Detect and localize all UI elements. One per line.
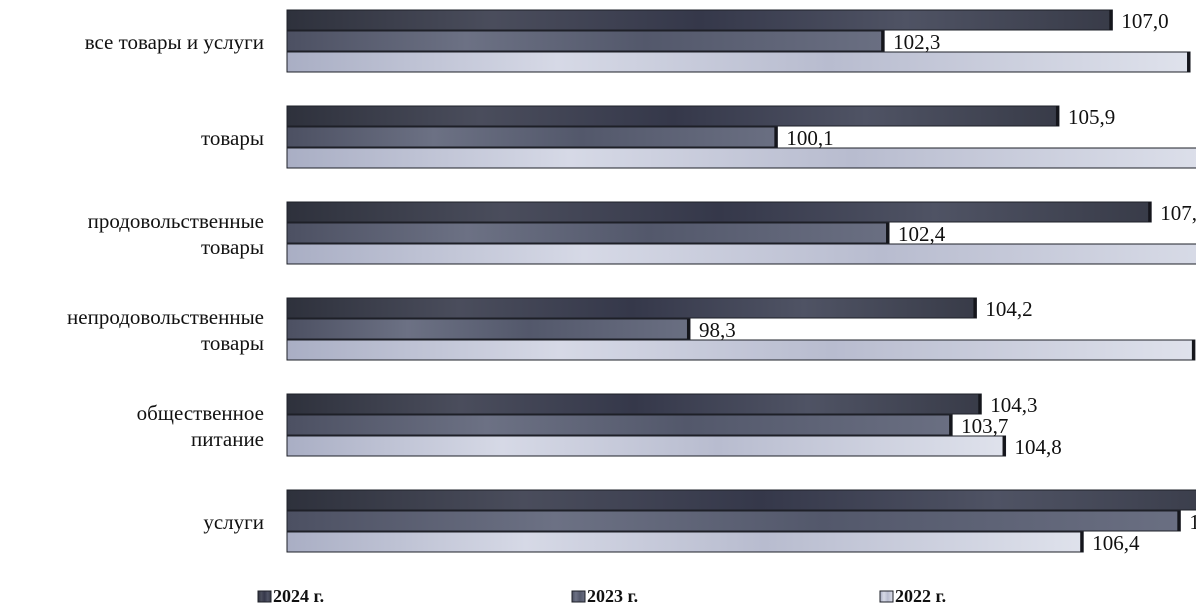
bar-end-cap bbox=[886, 223, 890, 243]
bar bbox=[286, 201, 1152, 223]
value-label-background bbox=[1181, 512, 1196, 530]
bar-end-cap bbox=[774, 127, 778, 147]
value-label-background bbox=[982, 395, 1047, 413]
value-label: 104,3 bbox=[990, 393, 1037, 417]
bar-end-cap bbox=[949, 415, 953, 435]
value-label-background bbox=[1059, 107, 1124, 125]
legend-label: 2023 г. bbox=[587, 586, 638, 606]
bar-end-cap bbox=[1187, 52, 1191, 72]
value-label-background bbox=[1191, 53, 1196, 71]
category-label: непродовольственные bbox=[67, 305, 264, 329]
value-label: 102,4 bbox=[898, 222, 946, 246]
legend-label: 2022 г. bbox=[895, 586, 946, 606]
category-label: товары bbox=[201, 235, 264, 259]
bar bbox=[286, 126, 778, 148]
value-label-background bbox=[1152, 203, 1196, 221]
category-label: товары bbox=[201, 126, 264, 150]
category-label: продовольственные bbox=[88, 209, 264, 233]
value-label: 106,4 bbox=[1092, 531, 1140, 555]
bar bbox=[286, 147, 1196, 169]
value-label: 107,0 bbox=[1121, 9, 1168, 33]
category-label: питание bbox=[191, 427, 264, 451]
bar bbox=[286, 414, 953, 436]
bar bbox=[286, 51, 1191, 73]
value-label: 105,9 bbox=[1068, 105, 1115, 129]
value-label: 100,1 bbox=[786, 126, 833, 150]
bar bbox=[286, 531, 1084, 553]
value-label: 107,8 bbox=[1160, 201, 1196, 225]
bar-end-cap bbox=[978, 394, 982, 414]
bar bbox=[286, 318, 691, 340]
value-label-background bbox=[890, 224, 955, 242]
category-label: услуги bbox=[203, 510, 264, 534]
value-label: 104,8 bbox=[1015, 435, 1062, 459]
bar-end-cap bbox=[973, 298, 977, 318]
value-label: 103,7 bbox=[961, 414, 1008, 438]
value-label-background bbox=[953, 416, 1018, 434]
legend-swatch bbox=[879, 590, 894, 603]
category-label: общественное bbox=[137, 401, 264, 425]
value-label-background bbox=[778, 128, 843, 146]
bar-end-cap bbox=[1148, 202, 1152, 222]
value-label-background bbox=[690, 320, 755, 338]
bar-end-cap bbox=[1177, 511, 1181, 531]
bar bbox=[286, 510, 1181, 532]
bar-end-cap bbox=[686, 319, 690, 339]
bar bbox=[286, 105, 1060, 127]
bar-end-cap bbox=[881, 31, 885, 51]
bar bbox=[286, 297, 977, 319]
bar-end-cap bbox=[1191, 340, 1195, 360]
value-label-background bbox=[977, 299, 1042, 317]
bar bbox=[286, 222, 890, 244]
legend-swatch bbox=[257, 590, 272, 603]
legend-swatch bbox=[571, 590, 586, 603]
bar-end-cap bbox=[1002, 436, 1006, 456]
category-label: товары bbox=[201, 331, 264, 355]
bar bbox=[286, 393, 982, 415]
bar bbox=[286, 9, 1113, 31]
bar-end-cap bbox=[1080, 532, 1084, 552]
value-label: 108,4 bbox=[1189, 510, 1196, 534]
value-label: 104,2 bbox=[985, 297, 1032, 321]
bar-end-cap bbox=[1055, 106, 1059, 126]
bar bbox=[286, 243, 1196, 265]
value-label-background bbox=[885, 32, 950, 50]
value-label-background bbox=[1006, 437, 1071, 455]
value-label: 102,3 bbox=[893, 30, 940, 54]
value-label-background bbox=[1113, 11, 1178, 29]
bar bbox=[286, 435, 1007, 457]
bar bbox=[286, 30, 885, 52]
legend-label: 2024 г. bbox=[273, 586, 324, 606]
bar bbox=[286, 489, 1196, 511]
bar-end-cap bbox=[1109, 10, 1113, 30]
category-label: все товары и услуги bbox=[85, 30, 264, 54]
value-label-background bbox=[1084, 533, 1149, 551]
value-label: 98,3 bbox=[699, 318, 736, 342]
bar bbox=[286, 339, 1196, 361]
